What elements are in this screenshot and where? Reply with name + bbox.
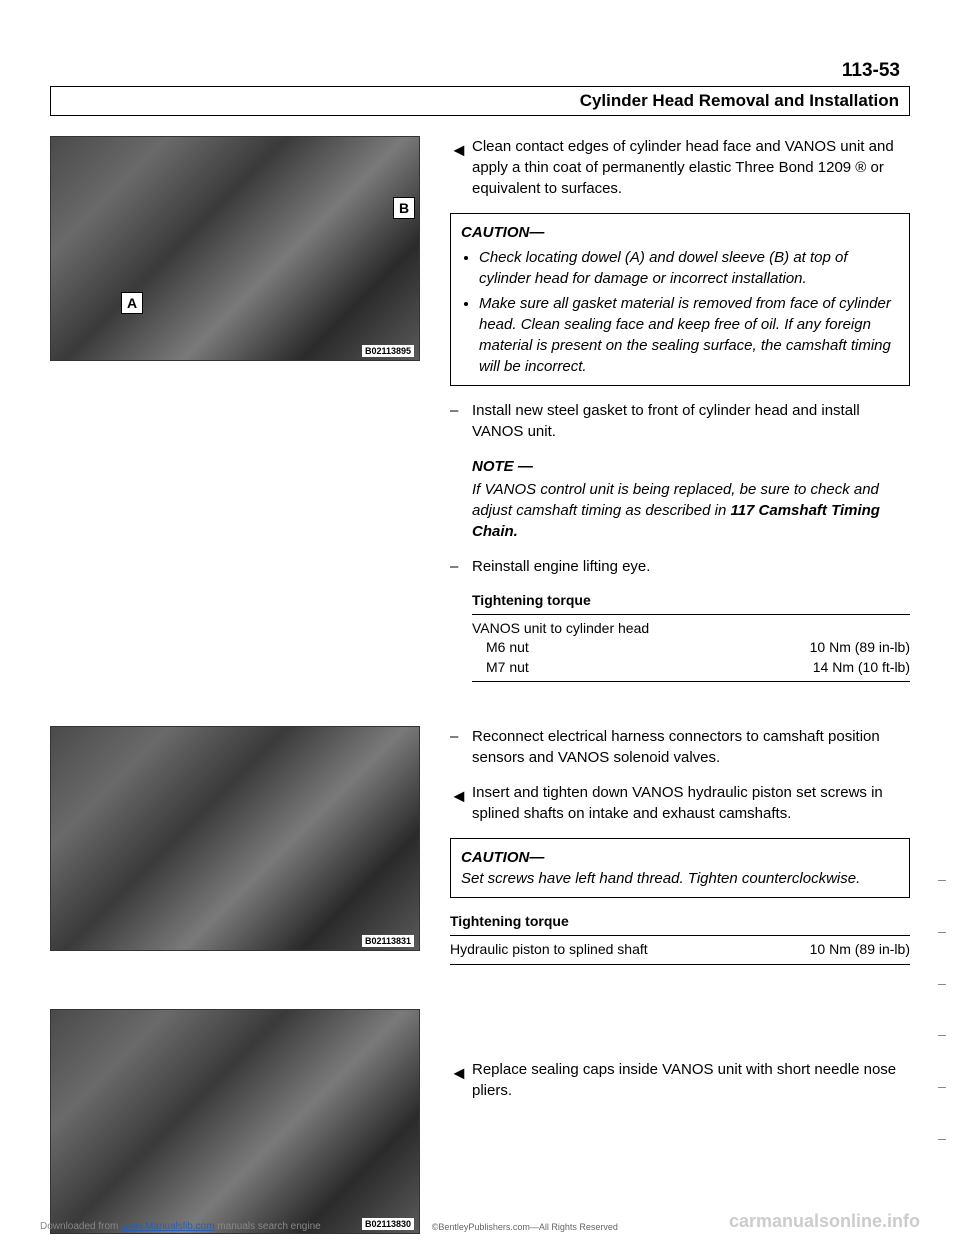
- torque-table: Hydraulic piston to splined shaft 10 Nm …: [450, 935, 910, 965]
- pointer-icon: ◄: [450, 1061, 468, 1086]
- step-text: Reconnect electrical harness connectors …: [472, 728, 880, 766]
- dash-icon: –: [450, 556, 458, 577]
- step-text: Reinstall engine lifting eye.: [472, 558, 650, 575]
- caution-box-1: CAUTION— Check locating dowel (A) and do…: [450, 213, 910, 386]
- step-text: Insert and tighten down VANOS hydraulic …: [472, 784, 883, 822]
- footer-link[interactable]: www.Manualslib.com: [121, 1221, 214, 1232]
- text-column-3: ◄ Replace sealing caps inside VANOS unit…: [450, 1009, 910, 1234]
- caution-title: CAUTION—: [461, 847, 899, 868]
- block-3: B02113830 ◄ Replace sealing caps inside …: [50, 1009, 910, 1234]
- figure-3: B02113830: [50, 1009, 420, 1234]
- image-column-1: A B B02113895: [50, 136, 420, 696]
- dash-icon: –: [450, 726, 458, 747]
- block-1: A B B02113895 ◄ Clean contact edges of c…: [50, 136, 910, 696]
- torque-title: Tightening torque: [450, 912, 910, 932]
- step-text: Clean contact edges of cylinder head fac…: [472, 138, 894, 197]
- torque-head: VANOS unit to cylinder head: [472, 619, 910, 639]
- footer-watermark: carmanualsonline.info: [729, 1211, 920, 1232]
- pointer-icon: ◄: [450, 784, 468, 809]
- torque-row: M7 nut 14 Nm (10 ft-lb): [472, 658, 910, 678]
- section-header: Cylinder Head Removal and Installation: [50, 86, 910, 116]
- page-footer: Downloaded from www.Manualslib.com manua…: [0, 1211, 960, 1232]
- footer-left: Downloaded from www.Manualslib.com manua…: [40, 1221, 321, 1232]
- step-install-gasket: – Install new steel gasket to front of c…: [450, 400, 910, 442]
- step-insert-screws: ◄ Insert and tighten down VANOS hydrauli…: [450, 782, 910, 824]
- torque-value: 10 Nm (89 in-lb): [810, 940, 910, 960]
- pointer-icon: ◄: [450, 138, 468, 163]
- torque-block-1: Tightening torque VANOS unit to cylinder…: [450, 591, 910, 682]
- page-edge-marks: [938, 880, 946, 1140]
- torque-row: Hydraulic piston to splined shaft 10 Nm …: [450, 940, 910, 960]
- torque-row: M6 nut 10 Nm (89 in-lb): [472, 638, 910, 658]
- step-text: Replace sealing caps inside VANOS unit w…: [472, 1061, 896, 1099]
- step-clean-contact: ◄ Clean contact edges of cylinder head f…: [450, 136, 910, 199]
- step-replace-caps: ◄ Replace sealing caps inside VANOS unit…: [450, 1059, 910, 1101]
- torque-block-2: Tightening torque Hydraulic piston to sp…: [450, 912, 910, 964]
- text-column-2: – Reconnect electrical harness connector…: [450, 726, 910, 978]
- torque-label: Hydraulic piston to splined shaft: [450, 940, 648, 960]
- image-column-2: B02113831: [50, 726, 420, 978]
- torque-value: 10 Nm (89 in-lb): [810, 638, 910, 658]
- note-title: NOTE —: [472, 456, 910, 477]
- footer-center: ©BentleyPublishers.com—All Rights Reserv…: [432, 1222, 618, 1232]
- caution-title: CAUTION—: [461, 222, 899, 243]
- caution-box-2: CAUTION— Set screws have left hand threa…: [450, 838, 910, 898]
- step-text: Install new steel gasket to front of cyl…: [472, 402, 860, 440]
- caution-line: Set screws have left hand thread. Tighte…: [461, 868, 899, 889]
- caution-item: Make sure all gasket material is removed…: [479, 293, 899, 377]
- dash-icon: –: [450, 400, 458, 421]
- step-reinstall-eye: – Reinstall engine lifting eye.: [450, 556, 910, 577]
- caution-item: Check locating dowel (A) and dowel sleev…: [479, 247, 899, 289]
- figure-2: B02113831: [50, 726, 420, 951]
- torque-title: Tightening torque: [472, 591, 910, 611]
- figure-1-caption: B02113895: [362, 345, 414, 357]
- torque-value: 14 Nm (10 ft-lb): [813, 658, 910, 678]
- text-column-1: ◄ Clean contact edges of cylinder head f…: [450, 136, 910, 696]
- figure-2-caption: B02113831: [362, 935, 414, 947]
- torque-table: VANOS unit to cylinder head M6 nut 10 Nm…: [472, 614, 910, 683]
- note-block: NOTE — If VANOS control unit is being re…: [450, 456, 910, 542]
- torque-label: M6 nut: [472, 638, 529, 658]
- figure-label-a: A: [121, 292, 143, 314]
- page-number: 113-53: [50, 60, 910, 82]
- note-body: If VANOS control unit is being replaced,…: [472, 479, 910, 542]
- figure-label-b: B: [393, 197, 415, 219]
- torque-label: M7 nut: [472, 658, 529, 678]
- step-reconnect-harness: – Reconnect electrical harness connector…: [450, 726, 910, 768]
- figure-1: A B B02113895: [50, 136, 420, 361]
- image-column-3: B02113830: [50, 1009, 420, 1234]
- block-2: B02113831 – Reconnect electrical harness…: [50, 726, 910, 978]
